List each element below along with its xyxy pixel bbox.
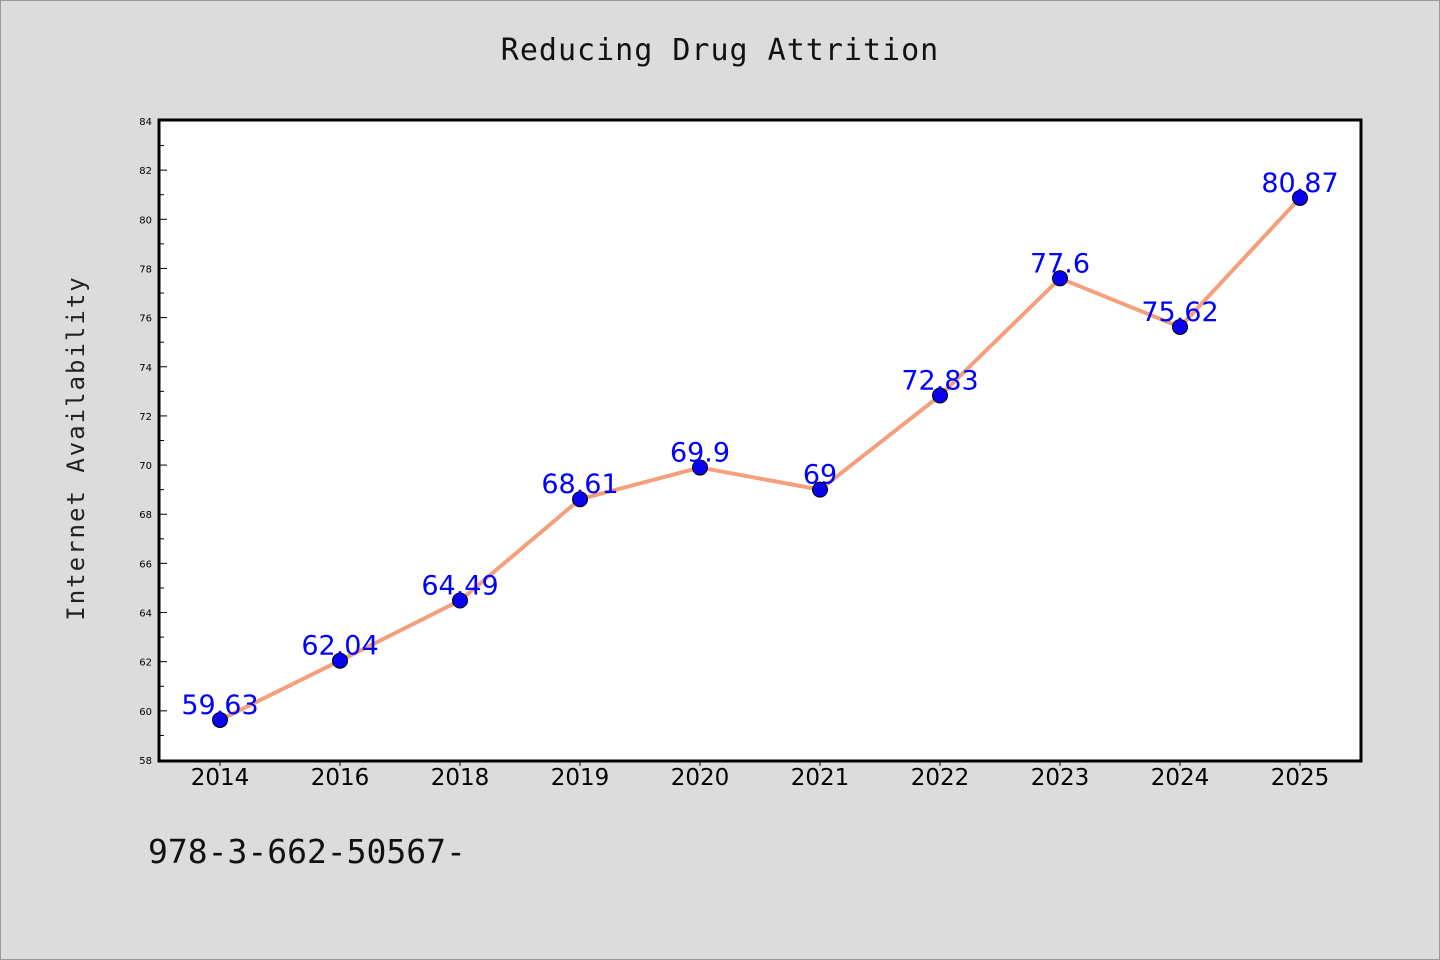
data-label: 62.04 — [301, 631, 378, 662]
data-point — [1292, 189, 1308, 206]
data-point — [812, 481, 828, 498]
data-point — [692, 459, 708, 476]
data-point — [452, 592, 468, 609]
data-label: 69.9 — [670, 438, 730, 469]
data-label: 75.62 — [1141, 297, 1218, 328]
x-tick-label: 2024 — [1151, 765, 1210, 791]
data-labels: 59.63 62.04 64.49 68.61 69.9 69 72.83 77.6 75.62… — [181, 168, 1338, 721]
data-point — [1172, 318, 1188, 335]
data-point — [932, 387, 948, 404]
chart-title: Reducing Drug Attrition — [500, 33, 940, 68]
x-tick-label: 2020 — [671, 765, 730, 791]
x-tick-label: 2014 — [191, 765, 250, 791]
y-tick-label: 76 — [139, 314, 152, 325]
data-label: 80.87 — [1261, 168, 1338, 199]
x-tick-label: 2021 — [791, 765, 850, 791]
x-tick-label: 2023 — [1031, 765, 1090, 791]
y-tick-label: 68 — [139, 510, 152, 521]
y-tick-label: 78 — [139, 264, 152, 275]
y-tick-label: 82 — [139, 166, 152, 177]
y-axis: 58 60 62 64 66 68 70 72 74 76 78 80 82 84 — [139, 117, 167, 767]
y-tick-label: 74 — [139, 363, 152, 374]
data-label: 64.49 — [421, 570, 498, 601]
y-tick-label: 66 — [139, 559, 152, 570]
y-tick-label: 60 — [139, 707, 152, 718]
x-tick-label: 2025 — [1271, 765, 1330, 791]
data-series — [212, 189, 1308, 728]
data-label: 59.63 — [181, 690, 258, 721]
data-point — [572, 491, 588, 508]
x-tick-label: 2022 — [911, 765, 970, 791]
y-tick-label: 62 — [139, 658, 152, 669]
series-line — [219, 196, 1302, 722]
x-tick-label: 2016 — [311, 765, 370, 791]
y-tick-label: 58 — [139, 756, 152, 767]
y-tick-label: 64 — [139, 609, 152, 620]
data-label: 77.6 — [1030, 248, 1090, 279]
x-tick-label: 2019 — [551, 765, 610, 791]
footnote-text: 978-3-662-50567- — [148, 832, 466, 871]
y-tick-label: 80 — [139, 215, 152, 226]
y-tick-label: 84 — [139, 117, 152, 128]
data-point — [212, 711, 228, 728]
y-tick-label: 70 — [139, 461, 152, 472]
data-label: 72.83 — [901, 366, 978, 397]
data-point — [332, 652, 348, 669]
x-axis: 2014 2016 2018 2019 2020 2021 2022 2023 2024 2025 — [191, 761, 1330, 791]
data-label: 68.61 — [541, 469, 618, 500]
y-tick-label: 72 — [139, 412, 152, 423]
x-tick-label: 2018 — [431, 765, 490, 791]
data-point — [1052, 270, 1068, 287]
data-label: 69 — [803, 460, 837, 491]
plot-area — [157, 118, 1363, 763]
